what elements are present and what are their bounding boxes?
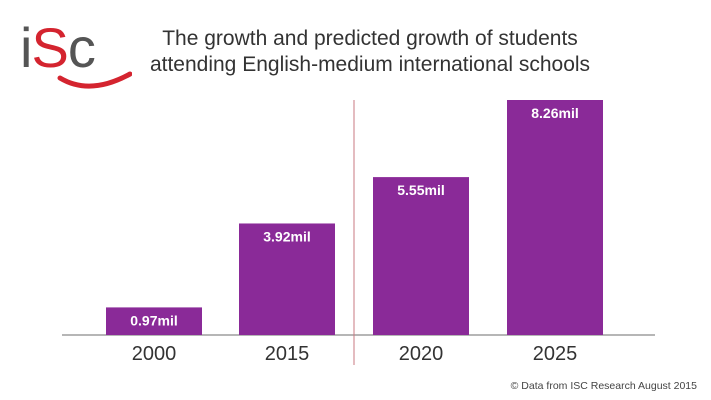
logo-letter-c: c	[67, 16, 96, 79]
logo-letter-s: S	[31, 16, 68, 79]
x-tick-label-2020: 2020	[399, 343, 444, 365]
x-tick-label-2000: 2000	[132, 343, 177, 365]
x-tick-label-2025: 2025	[533, 343, 578, 365]
source-note: © Data from ISC Research August 2015	[510, 380, 697, 392]
logo-wordmark: iSc	[20, 16, 96, 80]
x-tick-label-2015: 2015	[265, 343, 310, 365]
bar-2000	[106, 307, 202, 335]
bar-2015	[239, 223, 335, 335]
bar-value-label-2020: 5.55mil	[397, 182, 444, 198]
logo-letter-i: i	[20, 16, 32, 79]
bar-value-label-2015: 3.92mil	[263, 228, 310, 244]
bar-2020	[373, 177, 469, 335]
isc-logo: iSc	[20, 16, 132, 94]
bar-value-label-2000: 0.97mil	[130, 312, 177, 328]
logo-swoosh-icon	[57, 71, 132, 89]
chart-title: The growth and predicted growth of stude…	[140, 26, 600, 78]
chart-title-line-1: The growth and predicted growth of stude…	[162, 27, 578, 50]
bar-2025	[507, 100, 603, 335]
chart-title-line-2: attending English-medium international s…	[149, 53, 591, 76]
bar-value-label-2025: 8.26mil	[531, 105, 578, 121]
